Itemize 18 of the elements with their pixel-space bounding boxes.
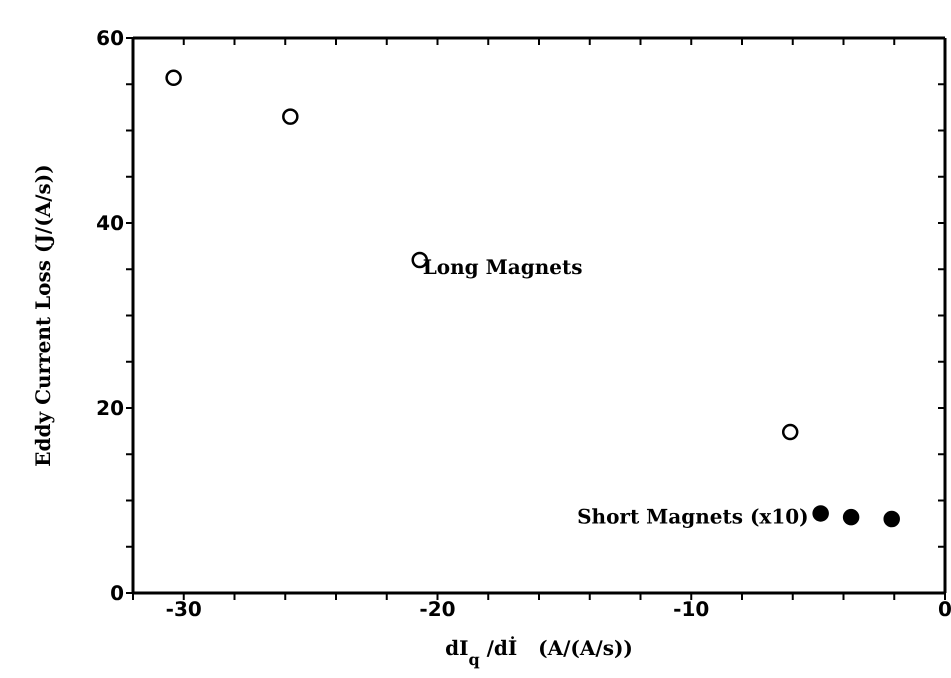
point (782, 424, 798, 440)
point (842, 508, 860, 526)
point (165, 70, 182, 86)
series-label: Short Magnets (x10) (577, 504, 809, 528)
y-tick-label: 40 (96, 211, 124, 236)
point (883, 510, 900, 528)
y-axis-title: Eddy Current Loss (J/(A/s)) (31, 164, 55, 467)
x-tick-label: -30 (166, 597, 202, 622)
point (282, 108, 299, 125)
y-tick-label: 20 (96, 396, 124, 420)
series-label: Long Magnets (422, 255, 582, 279)
x-tick-label: 0 (938, 597, 951, 622)
y-tick-label: 60 (96, 26, 124, 50)
x-axis-title: dI$_{q}$ /dİ (A/(A/s)) (445, 636, 633, 668)
x-tick-label: -10 (673, 597, 710, 622)
x-tick-label: -20 (419, 597, 456, 622)
y-tick-label: 0 (110, 581, 124, 606)
point (812, 505, 829, 522)
